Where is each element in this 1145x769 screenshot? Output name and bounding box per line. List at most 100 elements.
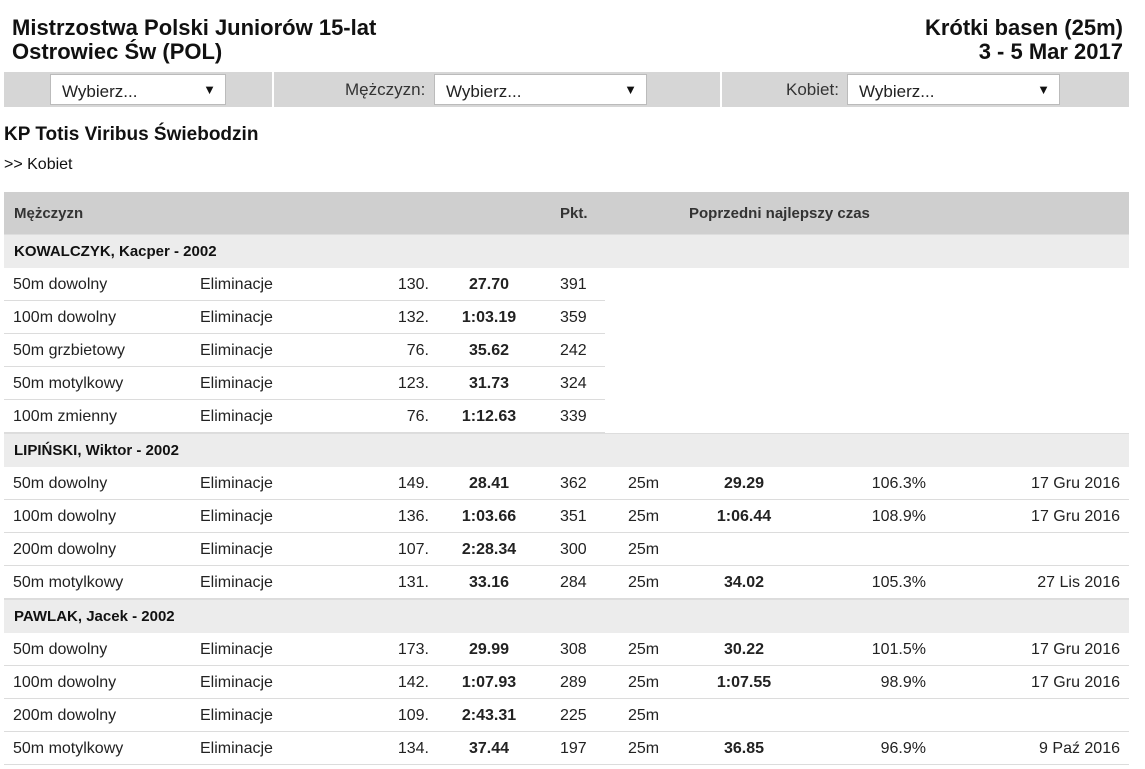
- points: 300: [560, 541, 587, 558]
- previous-best-time: 1:06.44: [716, 508, 772, 525]
- round-name: Eliminacje: [200, 508, 273, 525]
- pool-length: 25m: [628, 740, 660, 757]
- swim-time: 28.41: [468, 475, 510, 492]
- previous-best-date: 9 Paź 2016: [1039, 740, 1120, 757]
- previous-best-date: 17 Gru 2016: [1031, 674, 1120, 691]
- previous-best-time: 1:07.55: [716, 674, 772, 691]
- meet-info: Krótki basen (25m) 3 - 5 Mar 2017: [925, 16, 1123, 64]
- table-row: 200m dowolny Eliminacje 109. 2:43.31 225 25m: [4, 699, 1129, 732]
- round-name: Eliminacje: [200, 276, 273, 293]
- pool-length: 25m: [628, 541, 660, 558]
- pool-length: 25m: [628, 574, 660, 591]
- filter-bar: Wybierz... ▼ Mężczyzn: Wybierz... ▼ Kobi…: [4, 72, 1129, 107]
- event-name: 100m dowolny: [13, 508, 117, 525]
- previous-best-date: 17 Gru 2016: [1031, 641, 1120, 658]
- round-name: Eliminacje: [200, 309, 273, 326]
- previous-best-time: 29.29: [723, 475, 765, 492]
- table-row: 50m dowolny Eliminacje 149. 28.41 362 25m 29.2…: [4, 467, 1129, 500]
- round-name: Eliminacje: [200, 408, 273, 425]
- points: 362: [560, 475, 587, 492]
- meet-name: Mistrzostwa Polski Juniorów 15-lat: [12, 15, 377, 40]
- meet-course: Krótki basen (25m): [924, 15, 1123, 40]
- table-row: 50m dowolny Eliminacje 130. 27.70 391: [4, 268, 1129, 301]
- table-row: 100m zmienny Eliminacje 76. 1:12.63 339: [4, 400, 1129, 433]
- place: 136.: [397, 508, 429, 525]
- round-name: Eliminacje: [200, 707, 273, 724]
- table-row: 50m motylkowy Eliminacje 131. 33.16 284 25m 34…: [4, 566, 1129, 599]
- header-previous-best: Poprzedni najlepszy czas: [689, 205, 870, 222]
- table-row: 200m dowolny Eliminacje 107. 2:28.34 300 25m: [4, 533, 1129, 566]
- swim-time: 2:28.34: [461, 541, 517, 558]
- points: 242: [560, 342, 587, 359]
- round-name: Eliminacje: [200, 740, 273, 757]
- event-name: 50m motylkowy: [13, 740, 124, 757]
- swim-time: 37.44: [468, 740, 510, 757]
- women-select[interactable]: Wybierz... ▼: [847, 74, 1060, 105]
- pool-length: 25m: [628, 707, 660, 724]
- pool-length: 25m: [628, 641, 660, 658]
- round-name: Eliminacje: [200, 541, 273, 558]
- swim-time: 1:12.63: [461, 408, 517, 425]
- round-name: Eliminacje: [200, 641, 273, 658]
- header-gender: Mężczyzn: [14, 205, 84, 222]
- event-name: 100m dowolny: [13, 309, 117, 326]
- swim-time: 1:07.93: [461, 674, 517, 691]
- women-link[interactable]: >> Kobiet: [4, 156, 73, 173]
- athlete-row: LIPIŃSKI, Wiktor - 2002: [4, 433, 1129, 467]
- table-row: 50m motylkowy Eliminacje 123. 31.73 324: [4, 367, 1129, 400]
- swim-time: 1:03.66: [461, 508, 517, 525]
- percentage: 106.3%: [871, 475, 926, 492]
- points: 351: [560, 508, 587, 525]
- event-name: 50m grzbietowy: [13, 342, 126, 359]
- event-name: 100m zmienny: [13, 408, 118, 425]
- dropdown-arrow-icon: ▼: [203, 82, 216, 97]
- percentage: 105.3%: [871, 574, 926, 591]
- percentage: 98.9%: [880, 674, 926, 691]
- men-select[interactable]: Wybierz... ▼: [434, 74, 647, 105]
- table-header: Mężczyzn Pkt. Poprzedni najlepszy czas: [4, 192, 1129, 234]
- men-select-value: Wybierz...: [446, 82, 522, 101]
- percentage: 108.9%: [871, 508, 926, 525]
- place: 107.: [397, 541, 429, 558]
- swim-time: 1:03.19: [461, 309, 517, 326]
- event-name: 50m motylkowy: [13, 574, 124, 591]
- points: 225: [560, 707, 587, 724]
- table-row: 100m dowolny Eliminacje 142. 1:07.93 289 25m 1…: [4, 666, 1129, 699]
- swim-time: 2:43.31: [461, 707, 517, 724]
- pool-length: 25m: [628, 508, 660, 525]
- round-name: Eliminacje: [200, 574, 273, 591]
- place: 132.: [397, 309, 429, 326]
- round-name: Eliminacje: [200, 475, 273, 492]
- table-row: 100m dowolny Eliminacje 136. 1:03.66 351 25m 1…: [4, 500, 1129, 533]
- place: 173.: [397, 641, 429, 658]
- event-name: 50m dowolny: [13, 475, 108, 492]
- women-filter-cell: Kobiet: Wybierz... ▼: [722, 72, 1129, 107]
- place: 123.: [397, 375, 429, 392]
- place: 131.: [397, 574, 429, 591]
- previous-best-date: 27 Lis 2016: [1037, 574, 1120, 591]
- table-row: 50m motylkowy Eliminacje 134. 37.44 197 25m 36…: [4, 732, 1129, 765]
- place: 109.: [397, 707, 429, 724]
- place: 149.: [397, 475, 429, 492]
- round-name: Eliminacje: [200, 342, 273, 359]
- event-name: 50m dowolny: [13, 276, 108, 293]
- club-filter-cell: Wybierz... ▼: [4, 72, 274, 107]
- points: 391: [560, 276, 587, 293]
- table-row: 100m dowolny Eliminacje 132. 1:03.19 359: [4, 301, 1129, 334]
- points: 324: [560, 375, 587, 392]
- event-name: 200m dowolny: [13, 541, 117, 558]
- athlete-row: PAWLAK, Jacek - 2002: [4, 599, 1129, 633]
- place: 130.: [397, 276, 429, 293]
- place: 134.: [397, 740, 429, 757]
- club-select[interactable]: Wybierz... ▼: [50, 74, 226, 105]
- men-filter-label: Mężczyzn:: [345, 80, 426, 99]
- club-select-value: Wybierz...: [62, 82, 138, 101]
- meet-dates: 3 - 5 Mar 2017: [978, 39, 1123, 64]
- swim-time: 29.99: [468, 641, 510, 658]
- table-row: 50m grzbietowy Eliminacje 76. 35.62 242: [4, 334, 1129, 367]
- points: 284: [560, 574, 587, 591]
- points: 359: [560, 309, 587, 326]
- men-filter-cell: Mężczyzn: Wybierz... ▼: [274, 72, 722, 107]
- previous-best-time: 36.85: [723, 740, 765, 757]
